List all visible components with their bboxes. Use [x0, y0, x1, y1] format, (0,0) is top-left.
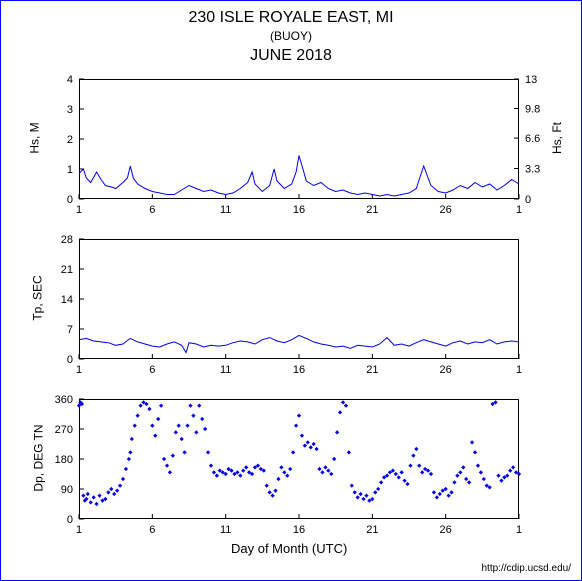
page-root: 230 ISLE ROYALE EAST, MI (BUOY) JUNE 201…: [0, 0, 582, 581]
svg-text:1: 1: [516, 204, 522, 216]
svg-text:1: 1: [76, 364, 82, 376]
svg-text:13: 13: [525, 74, 537, 86]
svg-text:270: 270: [55, 424, 73, 436]
svg-text:1: 1: [76, 524, 82, 536]
station-title: 230 ISLE ROYALE EAST, MI: [1, 9, 581, 27]
chart1-ylabel-left: Hs, M: [28, 122, 42, 153]
chart2-ylabel-left: Tp, SEC: [31, 275, 45, 320]
svg-text:21: 21: [366, 204, 378, 216]
chart3-ylabel-left: Dp, DEG TN: [32, 424, 46, 491]
svg-text:1: 1: [76, 204, 82, 216]
svg-text:16: 16: [293, 364, 305, 376]
svg-text:0: 0: [67, 514, 73, 526]
svg-text:26: 26: [440, 204, 452, 216]
svg-text:28: 28: [61, 234, 73, 246]
svg-text:3: 3: [67, 104, 73, 116]
svg-text:1: 1: [516, 524, 522, 536]
svg-text:21: 21: [366, 524, 378, 536]
svg-text:11: 11: [220, 364, 231, 376]
svg-text:180: 180: [55, 454, 73, 466]
svg-text:6: 6: [149, 204, 155, 216]
title-block: 230 ISLE ROYALE EAST, MI (BUOY) JUNE 201…: [1, 1, 581, 65]
svg-text:6.6: 6.6: [525, 133, 540, 145]
svg-text:0: 0: [67, 194, 73, 206]
svg-text:90: 90: [61, 484, 73, 496]
svg-text:0: 0: [525, 194, 531, 206]
svg-text:2: 2: [67, 134, 73, 146]
credit-text: http://cdip.ucsd.edu/: [481, 563, 571, 574]
svg-text:4: 4: [67, 74, 73, 86]
svg-text:1: 1: [516, 364, 522, 376]
svg-text:3.3: 3.3: [525, 164, 540, 176]
svg-text:360: 360: [55, 394, 73, 406]
chart3-dp: 09018027036016111621261: [79, 399, 519, 519]
svg-text:6: 6: [149, 524, 155, 536]
month-title: JUNE 2018: [1, 47, 581, 65]
chart2-tp: 0714212816111621261: [79, 239, 519, 359]
svg-text:0: 0: [67, 354, 73, 366]
svg-text:16: 16: [293, 204, 305, 216]
svg-text:21: 21: [366, 364, 378, 376]
svg-text:21: 21: [61, 264, 73, 276]
svg-text:26: 26: [440, 364, 452, 376]
svg-text:26: 26: [440, 524, 452, 536]
svg-text:6: 6: [149, 364, 155, 376]
svg-text:16: 16: [293, 524, 305, 536]
svg-text:14: 14: [61, 294, 73, 306]
x-axis-label: Day of Month (UTC): [231, 541, 347, 556]
station-subtitle: (BUOY): [1, 29, 581, 43]
svg-text:1: 1: [67, 164, 73, 176]
chart1-hs: 0123403.36.69.81316111621261: [79, 79, 519, 199]
svg-text:11: 11: [220, 204, 231, 216]
svg-text:7: 7: [67, 324, 73, 336]
svg-text:9.8: 9.8: [525, 104, 540, 116]
chart1-ylabel-right: Hs, Ft: [550, 122, 564, 154]
svg-text:11: 11: [220, 524, 231, 536]
